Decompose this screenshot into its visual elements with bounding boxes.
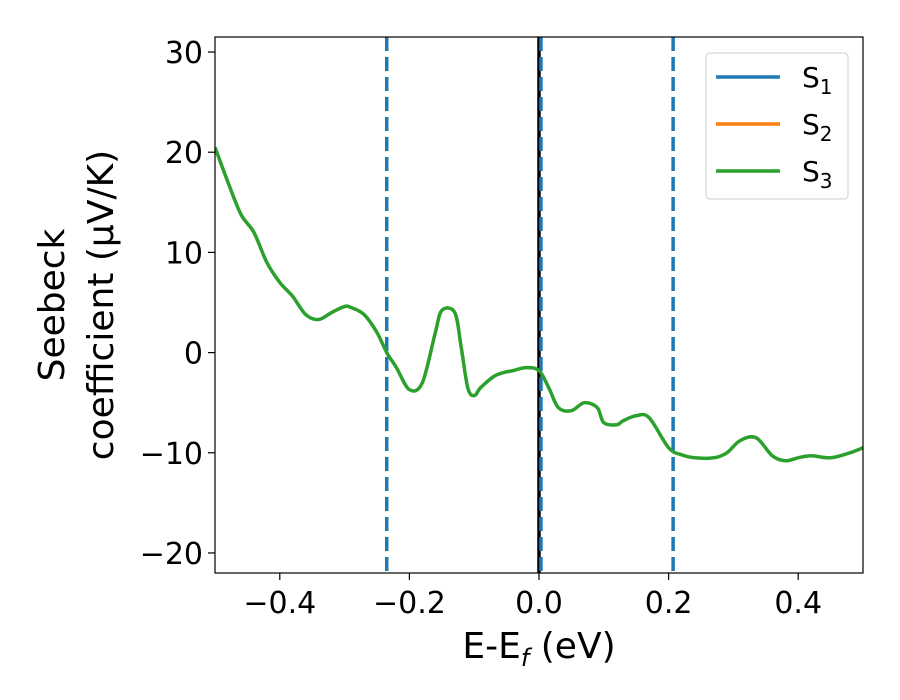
x-axis-label-unit: (eV) (529, 626, 615, 667)
legend-label-subscript: 2 (820, 122, 833, 146)
x-axis-label-main: E-E (462, 626, 520, 667)
y-tick-label: 30 (165, 36, 203, 71)
x-tick-label: 0.2 (645, 586, 693, 621)
legend-label-subscript: 1 (820, 75, 833, 99)
y-tick-label: 0 (184, 337, 203, 372)
x-tick-label: 0.4 (774, 586, 822, 621)
x-tick-label: −0.2 (373, 586, 446, 621)
legend-label-subscript: 3 (820, 169, 833, 193)
x-tick-label: −0.4 (243, 586, 316, 621)
legend-box (705, 52, 849, 200)
y-tick-label: −20 (140, 537, 203, 572)
y-axis-ticks: −20 −10 0 10 20 30 (140, 36, 215, 572)
y-axis-label-line1: Seebeck (32, 228, 73, 381)
x-axis-ticks: −0.4 −0.2 0.0 0.2 0.4 (243, 573, 822, 621)
x-tick-label: 0.0 (515, 586, 563, 621)
y-axis-label-line2: coefficient (μV/K) (81, 150, 122, 460)
legend-label-main: S (802, 61, 820, 94)
series-line-3 (215, 146, 863, 463)
x-axis-label: E-Ef (eV) (462, 626, 615, 672)
reference-lines (384, 37, 675, 573)
y-tick-label: 20 (165, 136, 203, 171)
legend-label-main: S (802, 155, 820, 188)
series-group (215, 146, 863, 463)
legend-label-3: S3 (802, 155, 833, 193)
y-tick-label: 10 (165, 236, 203, 271)
legend-label-1: S1 (802, 61, 833, 99)
legend-label-2: S2 (802, 108, 833, 146)
y-tick-label: −10 (140, 437, 203, 472)
legend-label-main: S (802, 108, 820, 141)
